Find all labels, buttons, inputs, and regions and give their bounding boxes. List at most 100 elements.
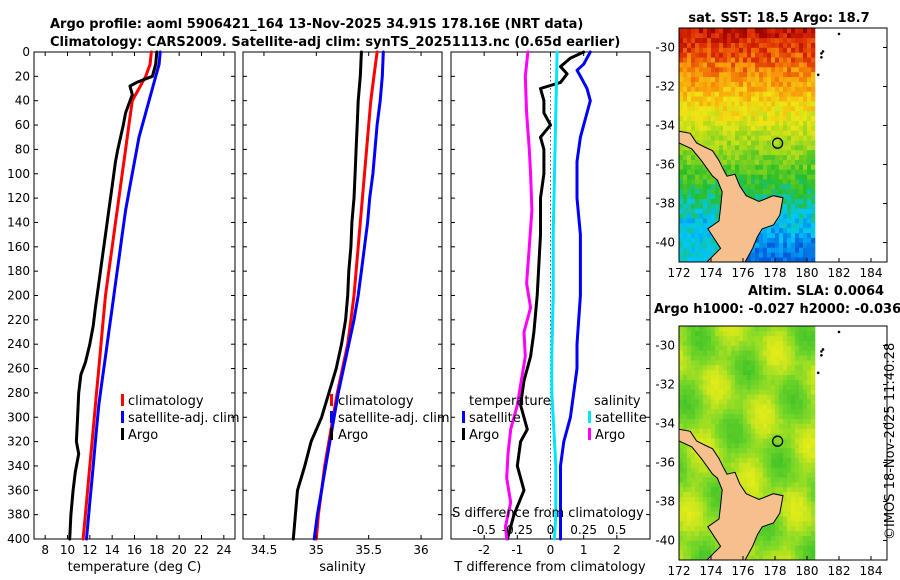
- heatmap-cell: [747, 462, 752, 468]
- heatmap-cell: [811, 521, 816, 527]
- heatmap-cell: [799, 96, 804, 102]
- heatmap-cell: [775, 169, 780, 175]
- heatmap-cell: [731, 81, 736, 87]
- heatmap-cell: [791, 76, 796, 82]
- heatmap-cell: [807, 447, 812, 454]
- heatmap-cell: [799, 232, 804, 238]
- heatmap-cell: [747, 135, 752, 141]
- heatmap-cell: [755, 555, 760, 560]
- heatmap-cell: [739, 71, 744, 78]
- heatmap-cell: [683, 174, 688, 180]
- heatmap-cell: [743, 106, 748, 112]
- heatmap-cell: [783, 198, 788, 204]
- heatmap-cell: [691, 472, 696, 478]
- heatmap-cell: [779, 125, 784, 131]
- heatmap-cell: [751, 404, 756, 410]
- heatmap-cell: [811, 511, 816, 517]
- heatmap-cell: [715, 67, 720, 73]
- heatmap-cell: [699, 37, 704, 43]
- heatmap-cell: [811, 188, 816, 195]
- heatmap-cell: [791, 443, 796, 449]
- heatmap-cell: [751, 491, 756, 497]
- heatmap-cell: [799, 62, 804, 68]
- heatmap-cell: [767, 145, 772, 151]
- map-x-tick-label: 182: [828, 564, 851, 578]
- heatmap-cell: [787, 506, 792, 512]
- heatmap-cell: [795, 81, 800, 87]
- heatmap-cell: [739, 52, 744, 58]
- heatmap-cell: [691, 52, 696, 58]
- heatmap-cell: [691, 198, 696, 204]
- heatmap-cell: [687, 115, 692, 121]
- heatmap-cell: [759, 257, 764, 262]
- heatmap-cell: [739, 115, 744, 121]
- heatmap-cell: [791, 140, 796, 146]
- heatmap-cell: [787, 198, 792, 204]
- heatmap-cell: [799, 135, 804, 141]
- heatmap-cell: [791, 67, 796, 73]
- heatmap-cell: [747, 91, 752, 97]
- heatmap-cell: [715, 423, 720, 429]
- heatmap-cell: [771, 96, 776, 102]
- heatmap-cell: [803, 555, 808, 560]
- heatmap-cell: [759, 145, 764, 151]
- heatmap-cell: [767, 374, 772, 380]
- heatmap-cell: [695, 506, 700, 512]
- heatmap-cell: [699, 555, 704, 560]
- heatmap-cell: [699, 345, 704, 351]
- heatmap-cell: [795, 477, 800, 483]
- heatmap-cell: [759, 365, 764, 371]
- island-dot: [816, 371, 820, 375]
- heatmap-cell: [707, 120, 712, 126]
- heatmap-cell: [747, 47, 752, 53]
- heatmap-cell: [799, 159, 804, 165]
- heatmap-cell: [695, 184, 700, 190]
- legend-swatch-argo: [121, 428, 124, 440]
- heatmap-cell: [775, 355, 780, 361]
- heatmap-cell: [743, 130, 748, 136]
- heatmap-cell: [695, 67, 700, 73]
- heatmap-cell: [723, 374, 728, 380]
- heatmap-cell: [679, 179, 684, 185]
- heatmap-cell: [783, 174, 788, 180]
- heatmap-cell: [707, 496, 712, 502]
- heatmap-cell: [759, 389, 764, 395]
- heatmap-cell: [747, 32, 752, 39]
- heatmap-cell: [755, 438, 760, 444]
- heatmap-cell: [811, 237, 816, 243]
- heatmap-cell: [763, 106, 768, 112]
- heatmap-cell: [735, 110, 740, 117]
- heatmap-cell: [755, 110, 760, 117]
- heatmap-cell: [735, 120, 740, 126]
- heatmap-cell: [691, 477, 696, 483]
- heatmap-cell: [735, 96, 740, 102]
- heatmap-cell: [783, 32, 788, 39]
- heatmap-cell: [799, 227, 804, 234]
- heatmap-cell: [811, 115, 816, 121]
- heatmap-cell: [795, 188, 800, 195]
- heatmap-cell: [759, 404, 764, 410]
- heatmap-cell: [795, 335, 800, 341]
- heatmap-cell: [699, 350, 704, 356]
- heatmap-cell: [803, 457, 808, 463]
- heatmap-cell: [803, 462, 808, 468]
- heatmap-cell: [679, 149, 684, 156]
- heatmap-cell: [727, 462, 732, 468]
- heatmap-cell: [743, 399, 748, 405]
- heatmap-cell: [747, 120, 752, 126]
- heatmap-cell: [687, 399, 692, 405]
- heatmap-cell: [803, 374, 808, 380]
- heatmap-cell: [679, 408, 684, 415]
- heatmap-cell: [743, 81, 748, 87]
- heatmap-cell: [755, 164, 760, 170]
- heatmap-cell: [731, 443, 736, 449]
- heatmap-cell: [683, 404, 688, 410]
- heatmap-cell: [771, 252, 776, 258]
- heatmap-cell: [747, 71, 752, 78]
- heatmap-cell: [779, 550, 784, 556]
- heatmap-cell: [759, 472, 764, 478]
- heatmap-cell: [803, 335, 808, 341]
- heatmap-cell: [719, 149, 724, 156]
- heatmap-cell: [779, 188, 784, 195]
- heatmap-cell: [679, 330, 684, 337]
